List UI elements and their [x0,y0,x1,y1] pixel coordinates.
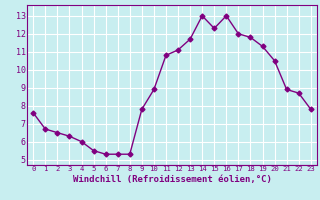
X-axis label: Windchill (Refroidissement éolien,°C): Windchill (Refroidissement éolien,°C) [73,175,271,184]
